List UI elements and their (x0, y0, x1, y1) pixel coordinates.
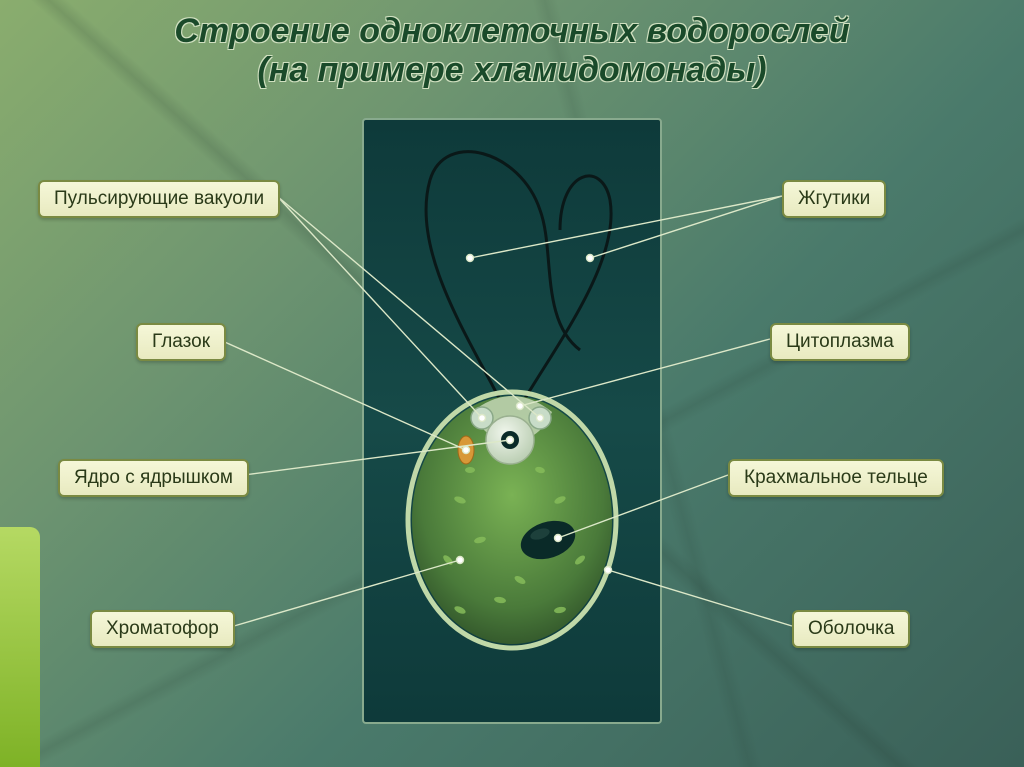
accent-bar (0, 527, 40, 767)
title-line-1: Строение одноклеточных водорослей (174, 12, 849, 50)
title-line-2: (на примере хламидомонады) (257, 51, 766, 89)
label-membrane: Оболочка (792, 610, 910, 648)
label-starch: Крахмальное тельце (728, 459, 944, 497)
label-vacuoles: Пульсирующие вакуоли (38, 180, 280, 218)
label-cytoplasm: Цитоплазма (770, 323, 910, 361)
page-title: Строение одноклеточных водорослей (на пр… (0, 12, 1024, 90)
diagram-panel (362, 118, 662, 724)
label-eyespot: Глазок (136, 323, 226, 361)
label-flagella: Жгутики (782, 180, 886, 218)
label-nucleus: Ядро с ядрышком (58, 459, 249, 497)
label-chromatophore: Хроматофор (90, 610, 235, 648)
